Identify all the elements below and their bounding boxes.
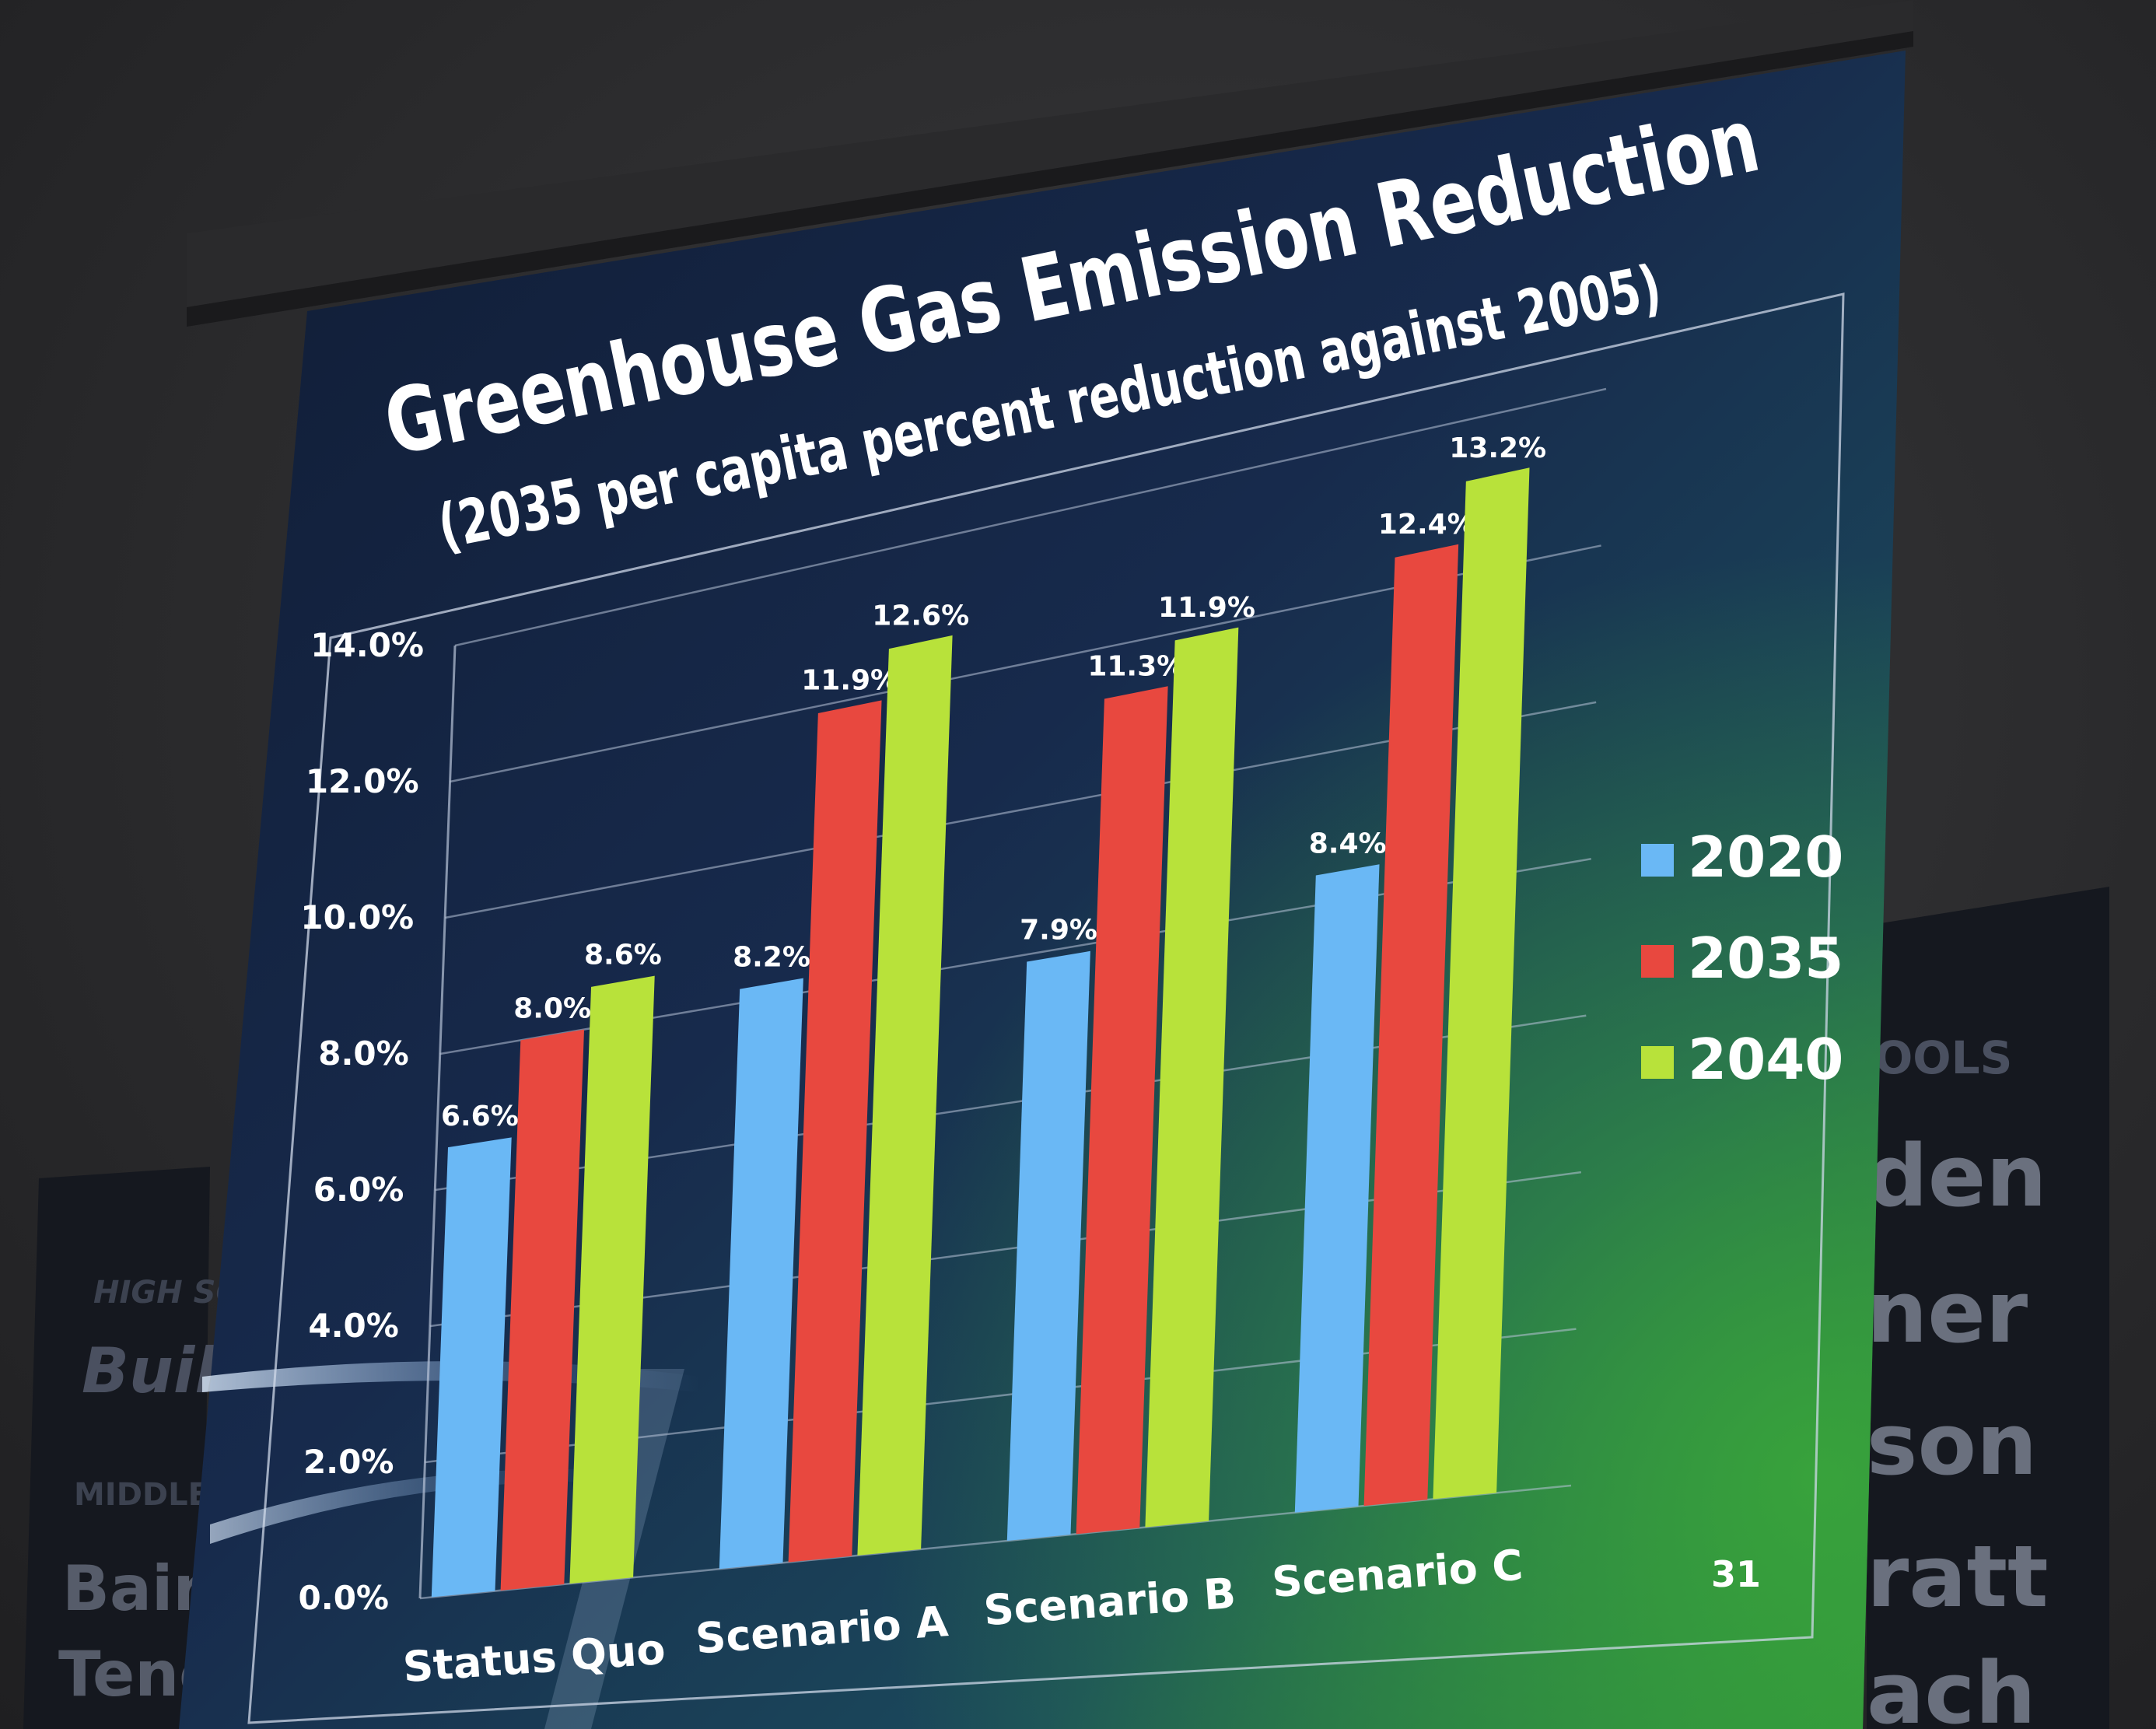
y-tick-label: 4.0% (308, 1307, 398, 1345)
data-label: 8.2% (733, 942, 810, 974)
y-tick-label: 0.0% (299, 1579, 389, 1617)
data-label: 7.9% (1020, 915, 1097, 947)
y-tick-label: 12.0% (306, 762, 419, 800)
right-banner-line-6: ach (1867, 1643, 2036, 1729)
data-label: 11.9% (801, 665, 898, 697)
bar-2040-scenario-a (857, 635, 953, 1556)
y-tick-label: 10.0% (300, 898, 414, 936)
bar-2035-scenario-c (1363, 544, 1459, 1507)
right-banner-line-1: OOLS (1874, 1031, 2012, 1084)
data-label: 11.9% (1158, 592, 1255, 624)
data-label: 12.6% (872, 600, 969, 632)
data-label: 11.3% (1087, 650, 1185, 682)
y-axis-line (418, 645, 457, 1599)
data-label: 13.2% (1449, 432, 1546, 464)
right-wall-banner: OOLS den ner son ratt ach (1867, 887, 2109, 1729)
legend-swatch-2040 (1641, 1046, 1674, 1079)
bar-2040-status-quo (569, 975, 655, 1584)
data-label: 8.4% (1309, 828, 1387, 859)
left-banner-line-3: MIDDLE (74, 1477, 209, 1513)
bar-2035-scenario-a (788, 700, 882, 1563)
y-tick-label: 2.0% (303, 1443, 394, 1481)
bar-2040-scenario-b (1145, 627, 1239, 1528)
legend-label-2020: 2020 (1688, 824, 1843, 890)
legend-label-2040: 2040 (1688, 1027, 1843, 1092)
y-tick-label: 8.0% (318, 1034, 408, 1073)
bar-2020-status-quo (431, 1137, 512, 1598)
data-label: 8.0% (513, 993, 591, 1025)
right-banner-line-2: den (1867, 1126, 2047, 1226)
data-label: 8.6% (584, 940, 662, 971)
bar-2035-status-quo (500, 1029, 585, 1591)
bar-2020-scenario-a (719, 978, 803, 1570)
bar-2035-scenario-b (1076, 686, 1168, 1535)
bar-2020-scenario-b (1006, 950, 1090, 1542)
y-tick-label: 6.0% (313, 1171, 404, 1209)
data-label: 12.4% (1378, 509, 1475, 541)
legend-label-2035: 2035 (1688, 926, 1843, 991)
bar-2040-scenario-c (1433, 467, 1530, 1500)
right-banner-line-4: son (1867, 1395, 2037, 1494)
right-banner-line-5: ratt (1867, 1527, 2049, 1626)
gridline (454, 387, 1607, 647)
data-label: 6.6% (441, 1101, 519, 1132)
legend-swatch-2035 (1641, 945, 1674, 978)
screen-housing (187, 0, 1913, 307)
chart-frame (247, 292, 1845, 1724)
right-banner-line-3: ner (1867, 1262, 2028, 1362)
chart-legend: 2020 2035 2040 (1641, 824, 1843, 1092)
left-banner-line-1: HIGH SC (93, 1275, 239, 1311)
y-tick-label: 14.0% (310, 626, 424, 664)
legend-swatch-2020 (1641, 844, 1674, 877)
bar-2020-scenario-c (1294, 864, 1380, 1513)
slide-page-number: 31 (1711, 1553, 1761, 1595)
